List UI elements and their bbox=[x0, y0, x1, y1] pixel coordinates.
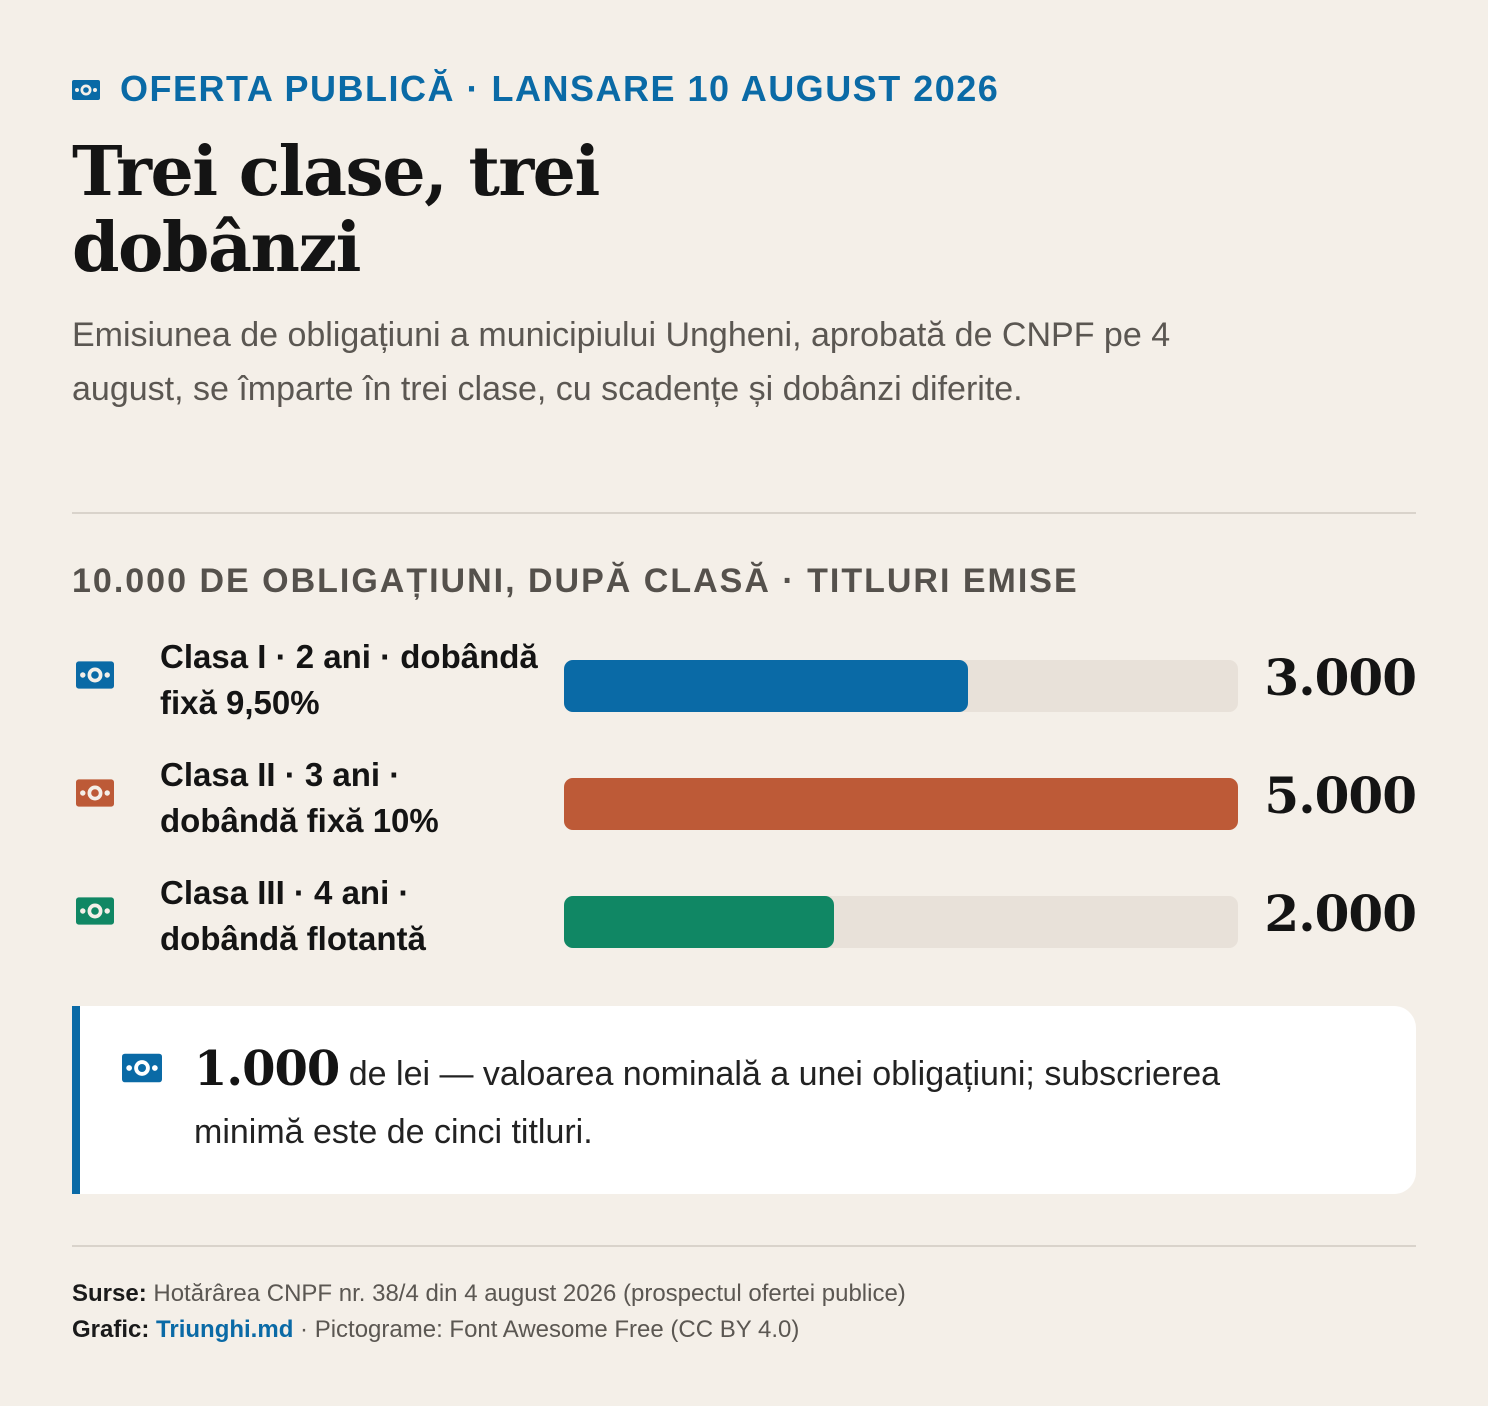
footer-sources: Surse: Hotărârea CNPF nr. 38/4 din 4 aug… bbox=[72, 1276, 906, 1312]
kicker-text: OFERTA PUBLICĂ · LANSARE 10 AUGUST 2026 bbox=[120, 68, 1000, 109]
graphic-text: · Pictograme: Font Awesome Free (CC BY 4… bbox=[293, 1316, 800, 1343]
headline: Trei clase, trei dobânzi bbox=[72, 132, 600, 288]
graphic-label: Grafic: bbox=[72, 1316, 150, 1343]
note-box: 1.000 de lei — valoarea nominală a unei … bbox=[72, 1006, 1416, 1194]
footer-credits: Grafic: Triunghi.md · Pictograme: Font A… bbox=[72, 1312, 906, 1348]
sources-text: Hotărârea CNPF nr. 38/4 din 4 august 202… bbox=[146, 1280, 906, 1307]
graphic-link[interactable]: Triunghi.md bbox=[156, 1316, 294, 1343]
bar-track bbox=[564, 660, 1238, 712]
bar-row: Clasa II · 3 ani · dobândă fixă 10% 5.000 bbox=[72, 750, 1417, 850]
bar-value-label: 2.000 bbox=[1264, 884, 1417, 943]
bar-track bbox=[564, 778, 1238, 830]
divider bbox=[72, 1245, 1416, 1247]
note-text: 1.000 de lei — valoarea nominală a unei … bbox=[194, 1040, 1274, 1161]
bar-value-label: 3.000 bbox=[1264, 648, 1417, 707]
money-bill-icon bbox=[76, 778, 114, 813]
bar bbox=[564, 778, 1238, 830]
bar-row: Clasa I · 2 ani · dobândă fixă 9,50% 3.00… bbox=[72, 632, 1417, 732]
money-bill-icon bbox=[76, 896, 114, 931]
subtitle: Emisiunea de obligațiuni a municipiului … bbox=[72, 316, 1171, 408]
bar-label: Clasa I · 2 ani · dobândă fixă 9,50% bbox=[160, 638, 538, 721]
bar bbox=[564, 660, 968, 712]
note-description: de lei — valoarea nominală a unei obliga… bbox=[194, 1055, 1221, 1151]
infographic: OFERTA PUBLICĂ · LANSARE 10 AUGUST 2026 … bbox=[72, 62, 1417, 1343]
bar-value-label: 5.000 bbox=[1264, 766, 1417, 825]
bar bbox=[564, 896, 834, 948]
note-value: 1.000 bbox=[194, 1041, 340, 1097]
bar-label: Clasa III · 4 ani · dobândă flotantă bbox=[160, 874, 426, 957]
bar-label: Clasa II · 3 ani · dobândă fixă 10% bbox=[160, 756, 439, 839]
sources-label: Surse: bbox=[72, 1280, 147, 1307]
bar-row: Clasa III · 4 ani · dobândă flotantă 2.00… bbox=[72, 868, 1417, 968]
money-bill-icon bbox=[122, 1052, 162, 1089]
bar-track bbox=[564, 896, 1238, 948]
divider bbox=[72, 512, 1416, 514]
kicker: OFERTA PUBLICĂ · LANSARE 10 AUGUST 2026 bbox=[72, 62, 1416, 116]
money-bill-icon bbox=[76, 660, 114, 695]
footer: Surse: Hotărârea CNPF nr. 38/4 din 4 aug… bbox=[72, 1276, 906, 1348]
chart-title: 10.000 DE OBLIGAȚIUNI, DUPĂ CLASĂ · TITL… bbox=[72, 562, 1079, 600]
money-bill-icon bbox=[72, 68, 100, 110]
